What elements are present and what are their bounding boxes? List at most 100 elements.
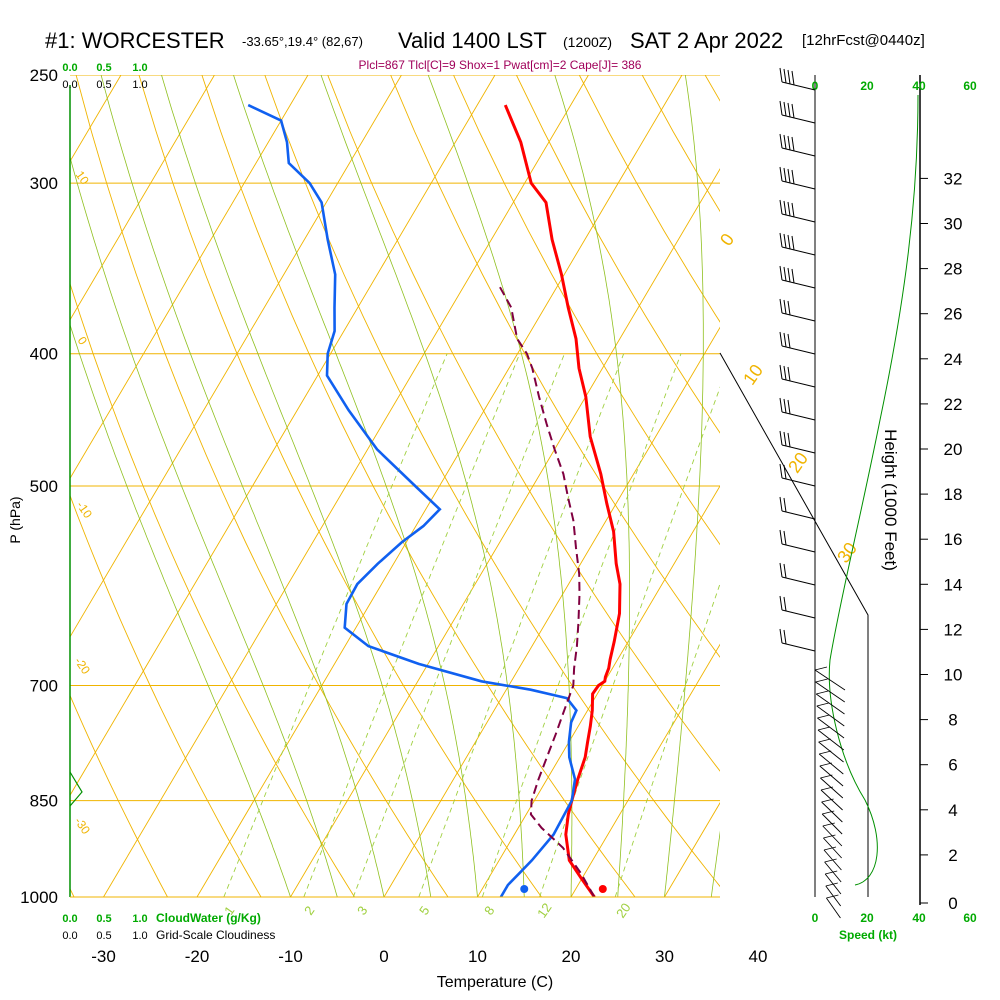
cloudiness-scale-tick: 0.0 xyxy=(62,79,77,91)
wind-barb xyxy=(781,147,816,157)
height-tick-label: 10 xyxy=(944,666,963,685)
isotherm--20 xyxy=(196,75,683,897)
wind-speed-tick-bottom: 0 xyxy=(812,911,819,925)
cloudiness-label: Grid-Scale Cloudiness xyxy=(156,928,275,942)
mixing-ratio-label: 5 xyxy=(416,903,432,918)
wind-barb-flag xyxy=(787,399,791,415)
dry-adiabat xyxy=(327,75,720,772)
wind-barb-flag xyxy=(779,430,783,446)
wind-barb-flag xyxy=(787,366,791,382)
isotherm--40 xyxy=(70,75,496,797)
cloudwater-scale-tick: 1.0 xyxy=(132,913,147,925)
cloudwater-label: CloudWater (g/Kg) xyxy=(156,911,261,925)
temperature-tick: -20 xyxy=(185,947,210,966)
wind-barb-flag xyxy=(787,432,791,448)
dry-adiabat xyxy=(831,75,1000,897)
wind-barb-flag xyxy=(791,136,795,152)
dewpoint-line xyxy=(247,103,578,897)
cloudiness-scale-tick: 0.5 xyxy=(96,79,111,91)
wind-barb-flag xyxy=(787,333,791,349)
valid-time: Valid 1400 LST xyxy=(398,28,547,53)
pressure-tick-400: 400 xyxy=(30,345,58,364)
mixing-ratio-line xyxy=(539,386,720,897)
station-name: #1: WORCESTER xyxy=(45,28,225,53)
isotherm-0 xyxy=(383,326,720,897)
wind-speed-label: Speed (kt) xyxy=(839,928,897,942)
wind-barb-flag xyxy=(779,298,783,314)
height-tick-label: 16 xyxy=(944,530,963,549)
wind-barb-flag xyxy=(817,714,830,719)
isotherm--90 xyxy=(0,75,27,897)
wind-barb xyxy=(781,444,816,454)
wind-barb-flag xyxy=(783,266,787,282)
wind-barb-flag xyxy=(779,100,783,116)
wind-barb xyxy=(816,705,845,727)
wind-barb-flag xyxy=(787,69,791,85)
temperature-tick: -30 xyxy=(91,947,116,966)
wind-barb-flag xyxy=(819,750,832,755)
wind-barb-flag xyxy=(787,300,791,316)
temperature-tick: 20 xyxy=(562,947,581,966)
wind-barb-flag xyxy=(816,702,829,707)
moist-adiabat xyxy=(320,75,525,897)
wind-barb-flag xyxy=(787,168,791,184)
isotherm--70 xyxy=(70,75,215,321)
wind-barb-flag xyxy=(783,530,787,546)
wind-barb xyxy=(781,345,816,355)
wind-barb-flag xyxy=(779,496,783,512)
height-tick-label: 0 xyxy=(948,894,957,913)
temperature-tick: 0 xyxy=(379,947,388,966)
dry-adiabat xyxy=(70,694,168,897)
height-tick-label: 6 xyxy=(948,756,957,775)
wind-barb xyxy=(781,81,816,91)
wind-barb-flag xyxy=(779,397,783,413)
wind-speed-tick-top: 20 xyxy=(860,79,874,93)
wind-barb-flag xyxy=(779,463,783,479)
cloudwater-scale-tick: 1.0 xyxy=(132,62,147,74)
wind-barb-flag xyxy=(821,798,834,803)
pressure-tick-250: 250 xyxy=(30,66,58,85)
wind-barb-flag xyxy=(791,103,795,119)
x-axis-title: Temperature (C) xyxy=(437,974,553,991)
isotherm--10 xyxy=(290,168,720,897)
wind-speed-tick-bottom: 40 xyxy=(912,911,926,925)
wind-barb-flag xyxy=(779,166,783,182)
dry-adiabat xyxy=(453,75,720,546)
wind-barb-flag xyxy=(791,169,795,185)
dry-adiabat xyxy=(578,75,720,323)
pressure-tick-850: 850 xyxy=(30,792,58,811)
temperature-tick: 10 xyxy=(468,947,487,966)
wind-barb-flag xyxy=(779,595,783,611)
wind-barb xyxy=(815,693,845,715)
wind-barb-flag xyxy=(783,167,787,183)
wind-barb-flag xyxy=(783,332,787,348)
wind-speed-profile xyxy=(828,94,919,886)
height-axis-title: Height (1000 Feet) xyxy=(881,429,900,571)
dry-adiabat xyxy=(138,75,542,897)
wind-barb-flag xyxy=(783,398,787,414)
wind-barb xyxy=(817,729,845,751)
moist-adiabat xyxy=(233,75,478,897)
height-tick-label: 26 xyxy=(944,305,963,324)
wind-barb-flag xyxy=(817,726,831,731)
mixing-ratio-label: 2 xyxy=(301,903,317,918)
cloudwater-scale-tick: 0.0 xyxy=(62,62,77,74)
dry-adiabat xyxy=(390,75,720,658)
isotherm-50 xyxy=(852,75,1000,897)
pressure-tick-500: 500 xyxy=(30,477,58,496)
moist-adiabat xyxy=(427,75,573,897)
wind-barb-flag xyxy=(779,232,783,248)
adiabat-label: 10 xyxy=(73,168,92,187)
adiabat-label: -20 xyxy=(72,655,94,678)
wind-barb xyxy=(781,180,816,190)
dry-adiabat xyxy=(70,494,262,897)
mixing-ratio-label: 20 xyxy=(613,900,634,920)
mixing-ratio-line xyxy=(223,353,448,897)
wind-barb-flag xyxy=(783,563,787,579)
isotherm-label: 30 xyxy=(833,539,861,567)
wind-barb xyxy=(818,753,844,775)
wind-speed-tick-top: 60 xyxy=(963,79,977,93)
height-tick-label: 24 xyxy=(944,350,963,369)
forecast-info: [12hrFcst@0440z] xyxy=(802,32,925,49)
height-tick-label: 4 xyxy=(948,801,957,820)
